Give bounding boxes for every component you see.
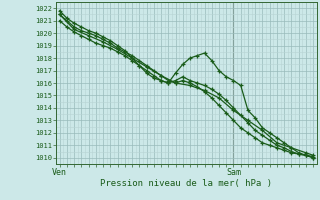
X-axis label: Pression niveau de la mer( hPa ): Pression niveau de la mer( hPa ) — [100, 179, 272, 188]
